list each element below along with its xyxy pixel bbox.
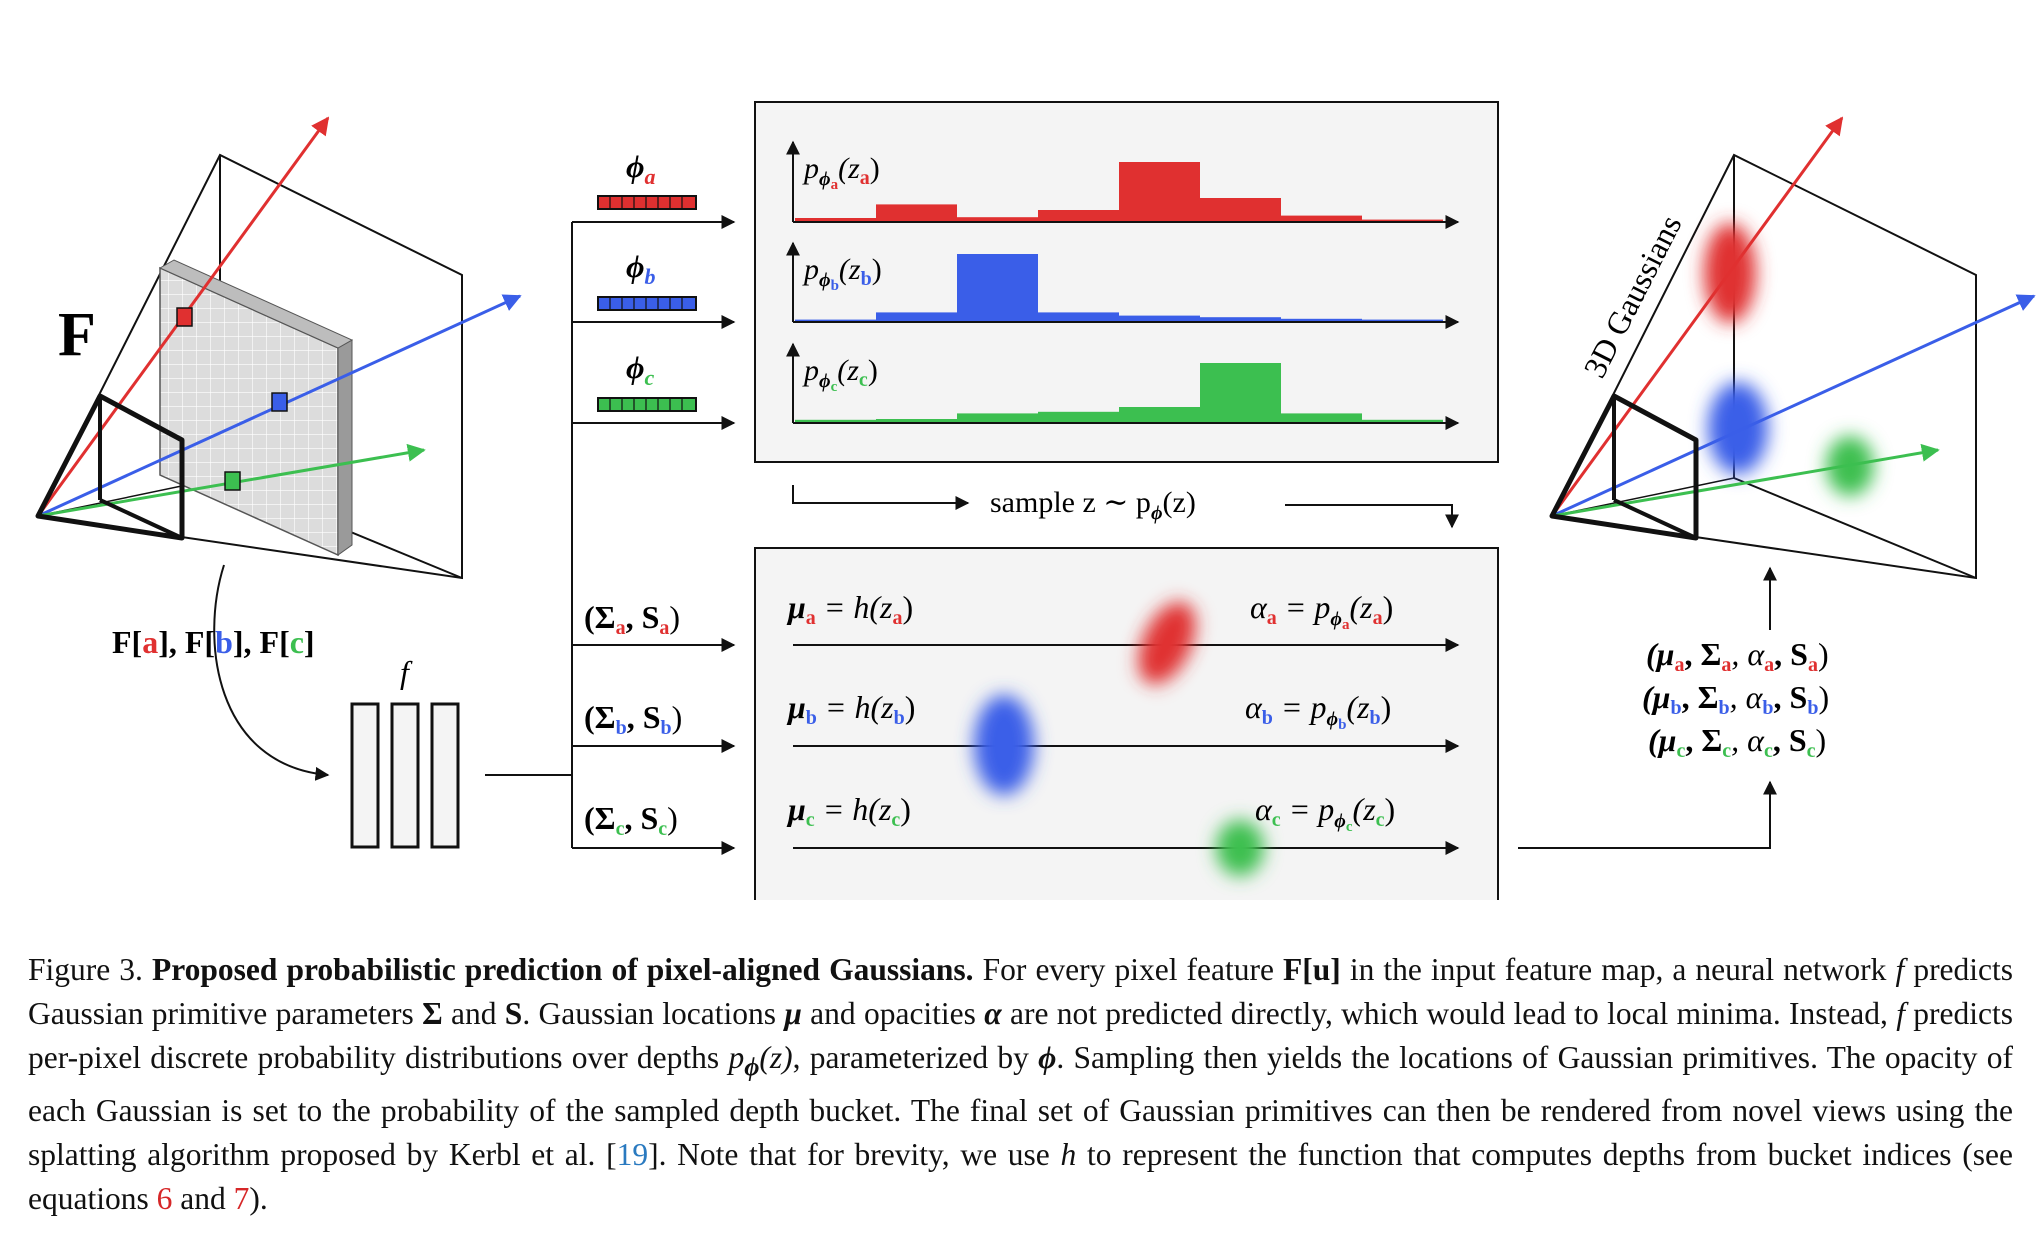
caption-text: . Gaussian locations [522, 996, 777, 1031]
caption-text: , parameterized by [792, 1040, 1029, 1075]
network-f: f [350, 654, 460, 849]
histogram-bar [1362, 319, 1443, 322]
covariance-scale-labels: (Σa, Sa) (Σb, Sb) (Σc, Sc) [584, 599, 682, 840]
caption-text: predicts per-pixel discrete probability … [28, 996, 2013, 1075]
caption-text: are not predicted directly, which would … [1009, 996, 1888, 1031]
network-label: f [400, 654, 413, 690]
depth-distribution-panel: pϕa(za) pϕb(zb) pϕc(zc) [754, 101, 1499, 463]
histogram-bar [1362, 419, 1443, 423]
histogram-bar [957, 254, 1038, 322]
caption-text: in the input feature map, a neural netwo… [1349, 952, 1887, 987]
histogram-c [795, 363, 1443, 423]
svg-text:ϕb: ϕb [626, 248, 656, 289]
caption-math: S [504, 996, 523, 1031]
histogram-bar [876, 204, 957, 222]
caption-text: predicts Gaussian primitive parameters [28, 952, 2014, 1031]
gaussian-a [1138, 601, 1196, 685]
feature-map-plane [158, 259, 354, 557]
pixel-a [176, 307, 193, 327]
figure-caption: Figure 3. Proposed probabilistic predict… [28, 948, 2013, 1221]
histogram-a [795, 162, 1443, 222]
input-frustum: F [35, 116, 522, 580]
citation-link[interactable]: 19 [616, 1137, 649, 1173]
caption-title: Proposed probabilistic prediction of pix… [152, 952, 974, 987]
feature-map-label: F [58, 301, 96, 369]
feature-index-label: F[a], F[b], F[c] [112, 624, 315, 660]
histogram-bar [876, 312, 957, 322]
svg-text:αc = pϕc(zc): αc = pϕc(zc) [1255, 791, 1395, 835]
caption-figure-number: Figure 3. [28, 952, 143, 987]
gaussian-b [974, 695, 1034, 795]
gaussian-parameter-tuples: (μa, Σa, αa, Sa) (μb, Σb, αb, Sb) (μc, Σ… [1642, 636, 1829, 762]
histogram-bar [1200, 198, 1281, 222]
equation-link-6[interactable]: 6 [156, 1181, 173, 1217]
caption-math: f [1895, 952, 1905, 987]
sampled-gaussians-panel: μa = h(za) αa = pϕa(za) μb = h(zb) αb = … [754, 547, 1499, 900]
gaussian-3d-b [1708, 382, 1768, 474]
caption-text: . Sampling then yields the locations of … [28, 1040, 2014, 1173]
equation-link-7[interactable]: 7 [233, 1181, 250, 1217]
histogram-bar [957, 217, 1038, 222]
svg-text:pϕb(zb): pϕb(zb) [802, 253, 882, 294]
histogram-bar [1038, 312, 1119, 322]
caption-text: and [180, 1181, 226, 1217]
histogram-bar [1119, 315, 1200, 322]
svg-text:pϕc(zc): pϕc(zc) [802, 354, 878, 395]
caption-math: ϕ [1038, 1040, 1057, 1075]
svg-text:ϕa: ϕa [626, 148, 656, 189]
caption-text: ]. Note that for brevity, we use [648, 1137, 1050, 1173]
svg-text:μb = h(zb): μb = h(zb) [786, 689, 915, 729]
histogram-bar [1200, 363, 1281, 423]
svg-text:αa = pϕa(za): αa = pϕa(za) [1250, 589, 1393, 633]
histogram-bar [1200, 317, 1281, 322]
svg-text:pϕa(za): pϕa(za) [802, 152, 880, 193]
caption-text: to represent the function that computes … [28, 1137, 2014, 1217]
svg-text:(Σa, Sa): (Σa, Sa) [584, 599, 680, 639]
pixel-b [271, 392, 288, 412]
phi-vectors: ϕa ϕb ϕc [597, 148, 697, 412]
caption-text: ). [249, 1181, 268, 1217]
histogram-bar [876, 419, 957, 423]
caption-text: For every pixel feature [982, 952, 1274, 987]
histogram-bar [1119, 407, 1200, 423]
histogram-bar [795, 218, 876, 222]
svg-text:μc = h(zc): μc = h(zc) [786, 791, 911, 831]
svg-text:ϕc: ϕc [626, 349, 655, 390]
histogram-bar [795, 419, 876, 423]
caption-math: F[u] [1283, 952, 1341, 987]
caption-math: Σ [422, 996, 443, 1031]
caption-math: pϕ(z) [728, 1040, 793, 1082]
features-to-network-arrow [213, 564, 330, 781]
svg-text:μa = h(za): μa = h(za) [786, 589, 913, 629]
svg-text:(μc, Σc, αc, Sc): (μc, Σc, αc, Sc) [1648, 722, 1826, 762]
sample-step: sample z ∼ pϕ(z) [792, 485, 1459, 529]
histogram-bar [1038, 411, 1119, 423]
histogram-bar [1119, 162, 1200, 222]
caption-math: α [984, 996, 1002, 1031]
svg-text:(Σc, Sc): (Σc, Sc) [584, 800, 678, 840]
caption-text: and opacities [810, 996, 976, 1031]
caption-math: h [1060, 1137, 1077, 1173]
histogram-bar [1281, 318, 1362, 322]
svg-text:sample z ∼ pϕ(z): sample z ∼ pϕ(z) [990, 486, 1196, 524]
pixel-c [224, 471, 241, 491]
histogram-bar [1281, 215, 1362, 222]
histogram-b [795, 254, 1443, 322]
method-figure: F F[a], F[b], F[c] f ϕa ϕb ϕc [35, 101, 2036, 900]
caption-text: and [450, 996, 497, 1031]
svg-text:(μb, Σb, αb, Sb): (μb, Σb, αb, Sb) [1642, 679, 1829, 719]
image-plane [35, 393, 185, 541]
svg-text:αb = pϕb(zb): αb = pϕb(zb) [1245, 689, 1391, 733]
caption-math: μ [784, 996, 802, 1031]
histogram-bar [1038, 210, 1119, 222]
histogram-bar [795, 319, 876, 322]
caption-math: f [1896, 996, 1905, 1031]
svg-text:(μa, Σa, αa, Sa): (μa, Σa, αa, Sa) [1646, 636, 1829, 676]
histogram-bar [1362, 219, 1443, 222]
output-frustum: 3D Gaussians [1549, 116, 2036, 580]
histogram-bar [957, 413, 1038, 423]
svg-text:(Σb, Sb): (Σb, Sb) [584, 699, 682, 739]
histogram-bar [1281, 413, 1362, 423]
gaussian-c [1216, 820, 1264, 876]
